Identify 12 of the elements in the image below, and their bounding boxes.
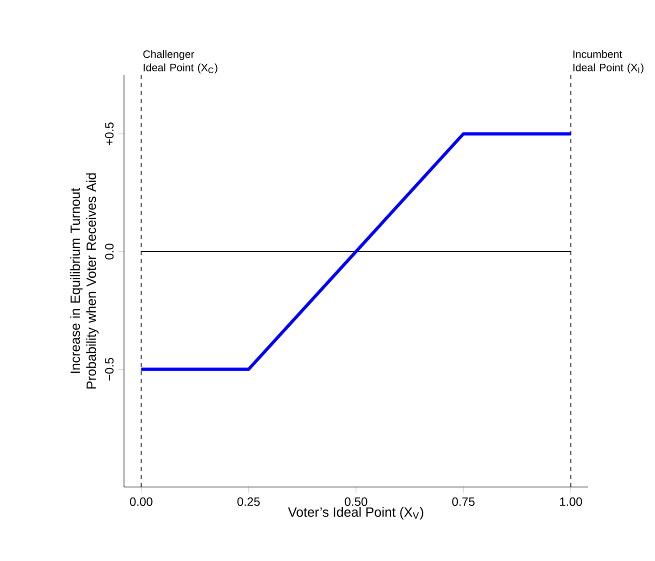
- y-axis-title: Increase in Equilibrium Turnout Probability when Voter Receives Aid: [70, 173, 99, 388]
- x-tick-label: 0.00: [130, 497, 152, 506]
- ref-line-label: Incumbent Ideal Point (X$_{I}$): [573, 50, 644, 74]
- x-tick-label: 0.75: [452, 497, 475, 506]
- x-axis-title: Voter’s Ideal Point (X$_{V}$): [288, 507, 424, 520]
- x-tick-label: 0.25: [237, 497, 260, 506]
- x-tick-label: 0.50: [344, 497, 368, 506]
- y-tick-label: +0.5: [105, 122, 114, 146]
- ref-line-label: Challenger Ideal Point (X$_{C}$): [143, 50, 218, 74]
- x-tick-label: 1.00: [560, 497, 582, 506]
- y-tick-label: 0.0: [105, 244, 114, 260]
- y-tick-label: −0.5: [105, 358, 114, 381]
